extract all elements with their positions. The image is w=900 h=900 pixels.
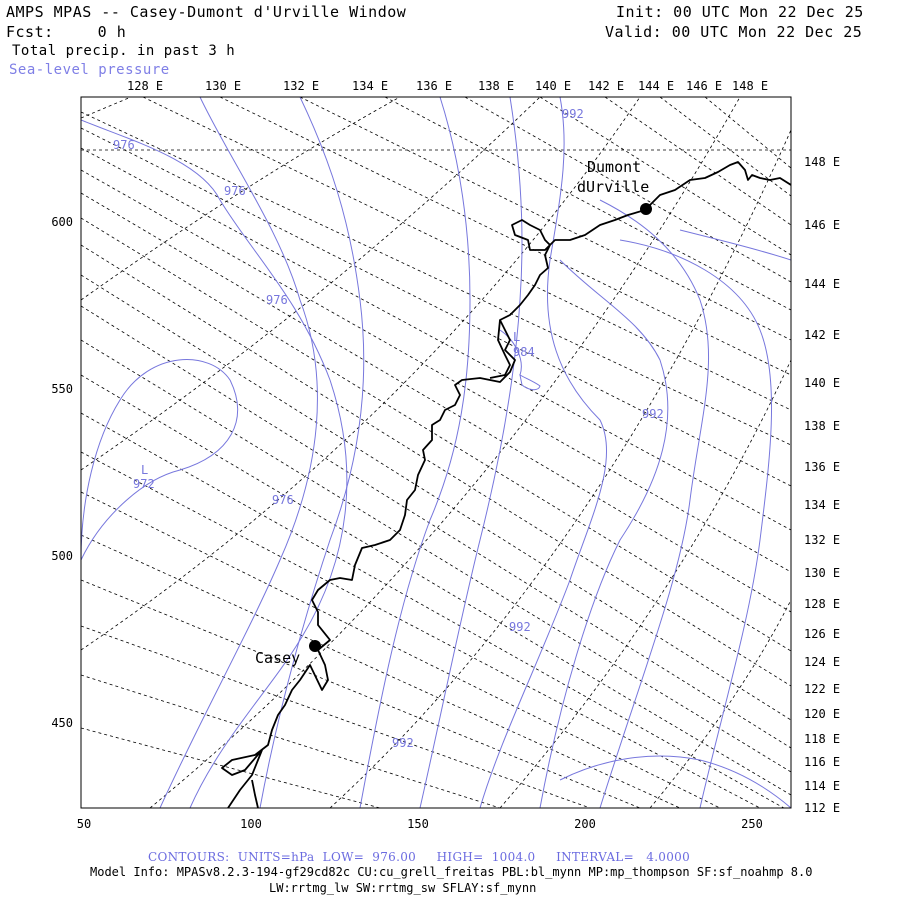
forecast-hour-label: Fcst: — [6, 23, 54, 41]
station-casey-marker — [309, 640, 321, 652]
lon-label: 132 E — [283, 79, 319, 93]
lon-label: 138 E — [478, 79, 514, 93]
init-time: Init: 00 UTC Mon 22 Dec 25 — [616, 3, 864, 21]
contour-label: 972 — [133, 477, 155, 491]
lon-label: 112 E — [804, 801, 840, 815]
model-info-line2: LW:rrtmg_lw SW:rrtmg_sw SFLAY:sf_mynn — [269, 881, 537, 895]
lon-label: 148 E — [804, 155, 840, 169]
contour-label: 976 — [224, 184, 246, 198]
field-slp-label: Sea-level pressure — [9, 62, 170, 78]
lon-label: 128 E — [127, 79, 163, 93]
x-tick-label: 50 — [77, 817, 91, 831]
y-tick-label: 500 — [51, 549, 73, 563]
lon-label: 140 E — [804, 376, 840, 390]
lon-label: 132 E — [804, 533, 840, 547]
y-tick-label: 600 — [51, 215, 73, 229]
map-title: AMPS MPAS -- Casey-Dumont d'Urville Wind… — [6, 3, 407, 21]
low-marker: L — [141, 463, 148, 477]
station-dumont-marker — [640, 203, 652, 215]
model-info-line1: Model Info: MPASv8.2.3-194-gf29cd82c CU:… — [90, 865, 813, 879]
station-dumont: Dumont dUrville — [577, 158, 652, 215]
coastline — [221, 161, 791, 808]
x-tick-label: 100 — [240, 817, 262, 831]
low-marker: L — [513, 330, 520, 344]
lon-label: 124 E — [804, 655, 840, 669]
lon-label: 142 E — [588, 79, 624, 93]
lon-label: 146 E — [804, 218, 840, 232]
x-tick-label: 250 — [741, 817, 763, 831]
y-axis: 600 550 500 450 — [51, 215, 73, 730]
contour-label: 976 — [266, 293, 288, 307]
contour-label: 992 — [562, 107, 584, 121]
lon-label: 130 E — [804, 566, 840, 580]
forecast-hour-value: 0 h — [97, 23, 127, 41]
lon-label: 122 E — [804, 682, 840, 696]
lon-label: 146 E — [686, 79, 722, 93]
station-casey-label: Casey — [255, 649, 300, 667]
lon-label: 114 E — [804, 779, 840, 793]
lon-label: 120 E — [804, 707, 840, 721]
lon-label: 134 E — [804, 498, 840, 512]
contour-label: 984 — [513, 345, 535, 359]
y-tick-label: 450 — [51, 716, 73, 730]
lon-label: 116 E — [804, 755, 840, 769]
lon-label: 118 E — [804, 732, 840, 746]
lon-label: 144 E — [638, 79, 674, 93]
lon-label: 136 E — [416, 79, 452, 93]
lon-label: 126 E — [804, 627, 840, 641]
top-lon-labels: 128 E 130 E 132 E 134 E 136 E 138 E 140 … — [127, 79, 768, 93]
station-dumont-label: Dumont — [587, 158, 641, 176]
contour-label: 992 — [642, 407, 664, 421]
lon-label: 138 E — [804, 419, 840, 433]
contour-info: CONTOURS: UNITS=hPa LOW= 976.00 HIGH= 10… — [148, 850, 691, 864]
y-tick-label: 550 — [51, 382, 73, 396]
valid-time: Valid: 00 UTC Mon 22 Dec 25 — [605, 23, 863, 41]
plot-frame — [80, 96, 792, 809]
right-lon-labels: 148 E 146 E 144 E 142 E 140 E 138 E 136 … — [804, 155, 840, 815]
station-dumont-label: dUrville — [577, 178, 649, 196]
x-tick-label: 200 — [574, 817, 596, 831]
forecast-label: Fcst: 0 h — [6, 23, 126, 41]
contour-label: 992 — [392, 736, 414, 750]
field-precip-label: Total precip. in past 3 h — [12, 43, 236, 59]
lon-label: 136 E — [804, 460, 840, 474]
contour-label: 976 — [272, 493, 294, 507]
contour-label: 976 — [113, 138, 135, 152]
lon-label: 144 E — [804, 277, 840, 291]
lon-label: 128 E — [804, 597, 840, 611]
lon-label: 140 E — [535, 79, 571, 93]
x-axis: 50 100 150 200 250 — [77, 817, 763, 831]
lat-lon-grid — [81, 97, 791, 808]
lon-label: 142 E — [804, 328, 840, 342]
lon-label: 130 E — [205, 79, 241, 93]
station-casey: Casey — [255, 640, 321, 667]
x-tick-label: 150 — [407, 817, 429, 831]
contour-label: 992 — [509, 620, 531, 634]
lon-label: 134 E — [352, 79, 388, 93]
slp-contours — [81, 97, 791, 808]
lon-label: 148 E — [732, 79, 768, 93]
contour-labels: 976 976 976 976 972 992 992 992 992 984 … — [113, 107, 664, 750]
